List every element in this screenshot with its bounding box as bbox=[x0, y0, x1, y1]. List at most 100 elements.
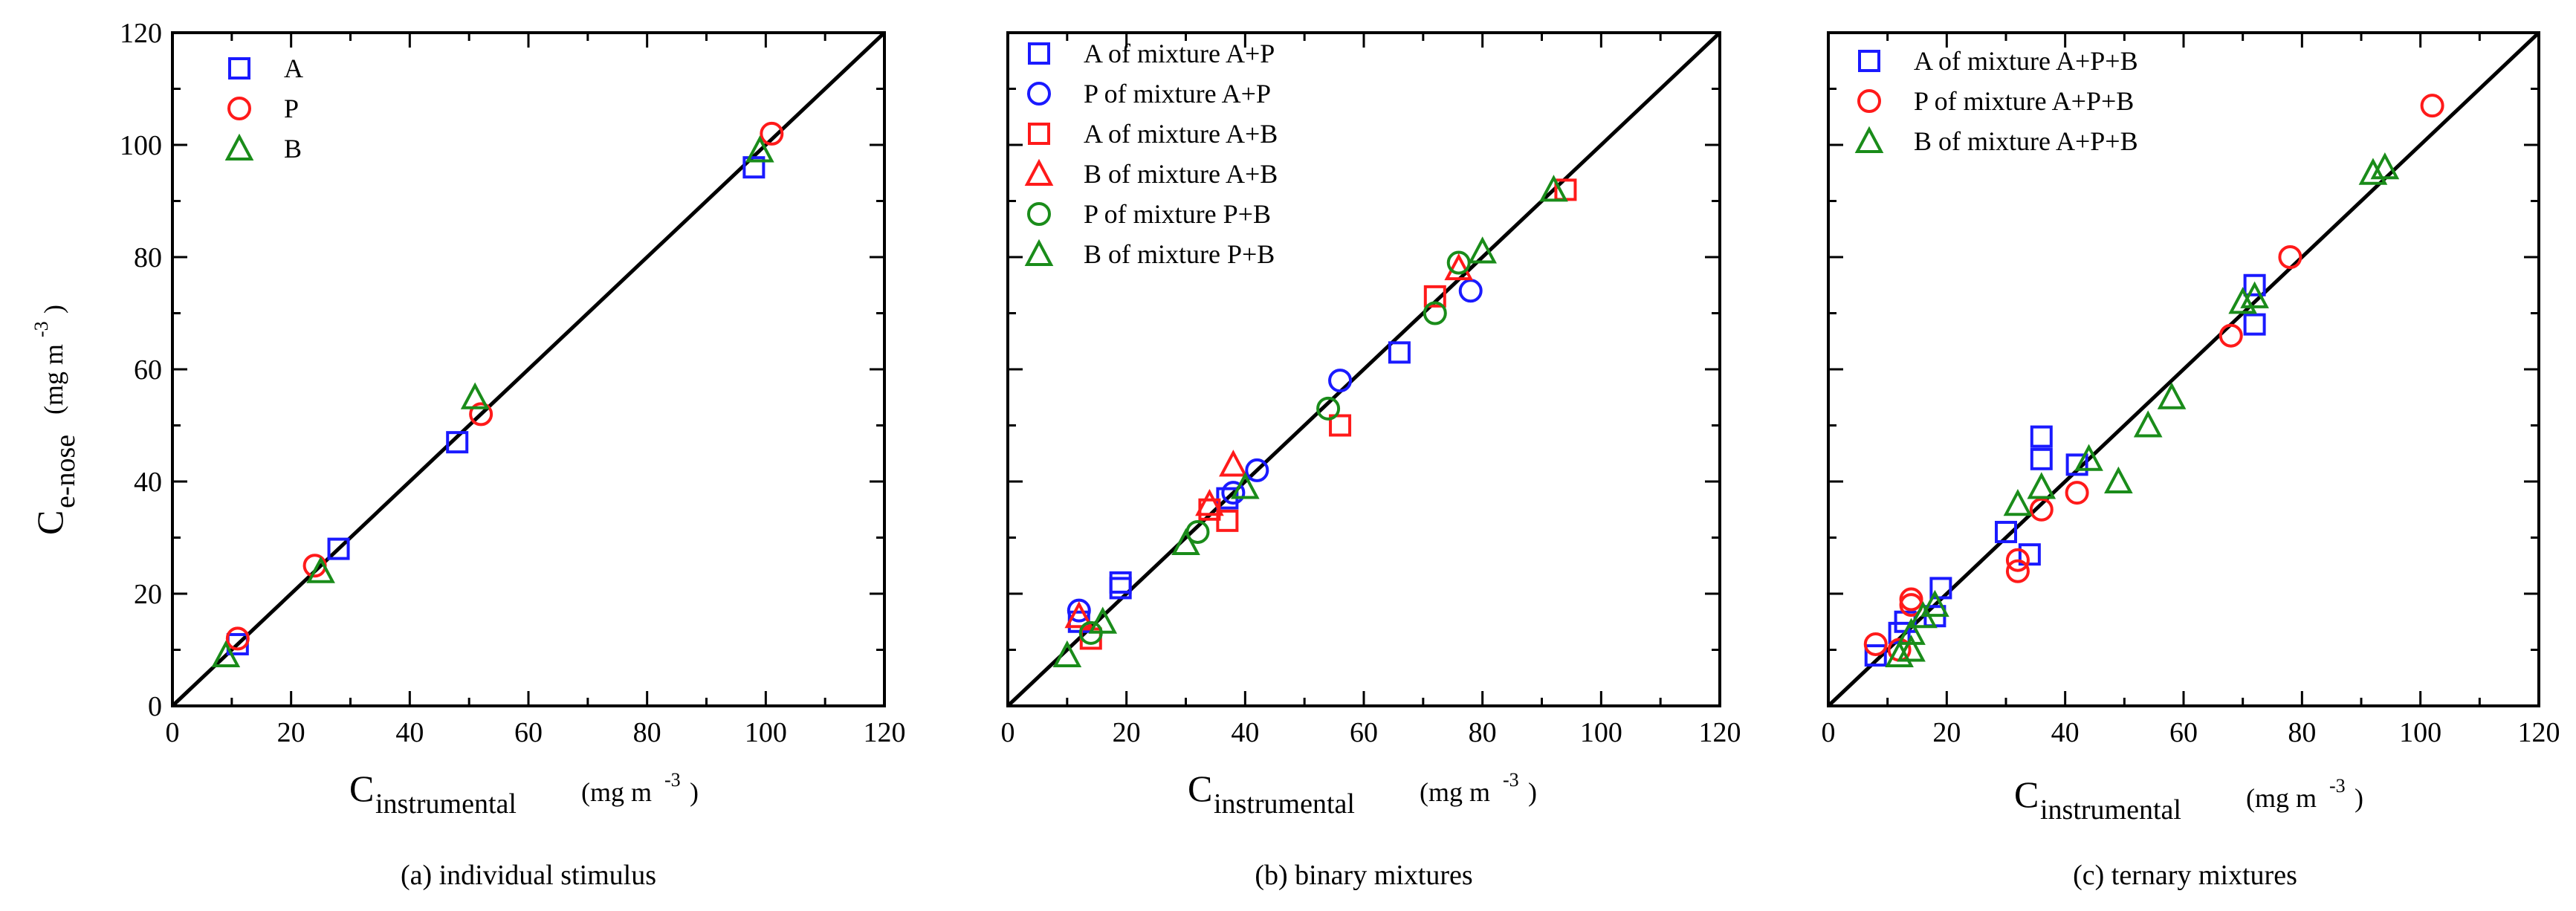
legend-marker bbox=[227, 97, 251, 120]
data-point bbox=[225, 626, 250, 651]
y-axis-label-main: C bbox=[29, 510, 71, 535]
data-point bbox=[1219, 450, 1248, 477]
data-point bbox=[2003, 488, 2033, 516]
x-axis-label-unit: (mg m bbox=[581, 777, 652, 807]
y-tick-label: 40 bbox=[134, 467, 162, 498]
x-axis-label: C instrumental (mg m -3 ) bbox=[1188, 768, 1537, 820]
x-axis-label-close: ) bbox=[1528, 777, 1537, 807]
data-point bbox=[2358, 158, 2388, 185]
legend-marker bbox=[228, 57, 250, 80]
series-2 bbox=[211, 135, 774, 668]
x-tick-label: 60 bbox=[1350, 717, 1378, 748]
series-1 bbox=[1067, 279, 1483, 623]
plot-marks bbox=[1827, 31, 2540, 707]
legend-marker bbox=[1858, 50, 1880, 72]
panel-caption: (b) binary mixtures bbox=[1255, 860, 1472, 891]
legend-label: A of mixture A+P+B bbox=[1914, 46, 2138, 76]
data-point bbox=[2219, 323, 2243, 348]
data-point bbox=[1444, 253, 1474, 281]
data-point bbox=[1920, 589, 1949, 617]
identity-line bbox=[171, 31, 886, 707]
data-point bbox=[2278, 245, 2302, 269]
y-axis-label-unit: (mg m bbox=[39, 344, 68, 415]
identity-line bbox=[1006, 31, 1721, 707]
x-tick-label: 40 bbox=[2051, 717, 2080, 748]
x-tick-label: 60 bbox=[514, 717, 543, 748]
plot-marks bbox=[1006, 31, 1721, 707]
data-point bbox=[2065, 481, 2089, 505]
series-1 bbox=[1863, 94, 2444, 662]
legend-label: A of mixture A+B bbox=[1084, 119, 1278, 149]
y-tick-label: 0 bbox=[148, 691, 162, 722]
legend-marker bbox=[1028, 42, 1050, 65]
data-point bbox=[760, 121, 784, 146]
data-point bbox=[1885, 640, 1914, 668]
x-axis-label-main: C bbox=[349, 768, 374, 809]
data-point bbox=[2243, 313, 2266, 336]
legend-label: B bbox=[284, 134, 302, 163]
data-point bbox=[1231, 472, 1260, 499]
x-axis-label-unit: (mg m bbox=[2246, 783, 2317, 813]
data-point bbox=[742, 156, 766, 179]
series-3 bbox=[1064, 253, 1474, 629]
legend-marker bbox=[1854, 126, 1884, 153]
x-tick-label: 100 bbox=[1580, 717, 1622, 748]
y-axis-label-close: ) bbox=[39, 305, 68, 314]
data-point bbox=[1539, 175, 1568, 202]
x-axis-label-main: C bbox=[2014, 774, 2039, 815]
data-point bbox=[1897, 617, 1926, 645]
x-tick-label: 80 bbox=[2288, 717, 2316, 748]
data-point bbox=[327, 537, 350, 560]
legend-label: A of mixture A+P bbox=[1084, 39, 1275, 68]
x-tick-label: 100 bbox=[745, 717, 787, 748]
x-tick-label: 0 bbox=[166, 717, 180, 748]
legend-marker bbox=[224, 133, 254, 161]
data-point bbox=[1864, 644, 1887, 667]
x-axis-label-close: ) bbox=[2355, 783, 2363, 813]
legend-marker bbox=[1027, 82, 1051, 106]
x-tick-label: 100 bbox=[2399, 717, 2441, 748]
x-axis-label-main: C bbox=[1188, 768, 1212, 809]
data-point bbox=[2243, 273, 2266, 296]
x-tick-label: 80 bbox=[633, 717, 661, 748]
panel-a: APB C instrumental (mg m -3 ) C e-nose (… bbox=[29, 18, 906, 891]
y-axis-label-exp: -3 bbox=[30, 321, 52, 337]
legend-marker bbox=[1857, 89, 1881, 113]
data-point bbox=[2104, 466, 2133, 493]
data-point bbox=[306, 556, 335, 583]
data-point bbox=[2027, 472, 2056, 499]
identity-line bbox=[1827, 31, 2540, 707]
data-point bbox=[1423, 285, 1446, 308]
panel-caption: (a) individual stimulus bbox=[401, 860, 656, 891]
x-tick-label: 40 bbox=[395, 717, 424, 748]
data-point bbox=[2030, 425, 2053, 448]
legend: APB bbox=[224, 54, 303, 163]
x-axis-label-exp: -3 bbox=[2329, 775, 2346, 797]
plot-marks bbox=[171, 31, 886, 707]
axis-ticks: 0 20 40 60 80 100 120 0 20 40 60 80 100 120 bbox=[120, 18, 906, 748]
data-point bbox=[1245, 458, 1269, 482]
panel-b: A of mixture A+P P of mixture A+P A of mix… bbox=[1001, 31, 1741, 891]
data-point bbox=[1216, 509, 1239, 532]
data-point bbox=[2065, 453, 2088, 476]
data-point bbox=[469, 402, 493, 427]
x-tick-label: 120 bbox=[2518, 717, 2560, 748]
data-point bbox=[1109, 577, 1132, 600]
data-point bbox=[2370, 152, 2400, 180]
y-axis-label-sub: e-nose bbox=[50, 435, 81, 508]
y-tick-label: 120 bbox=[120, 18, 162, 49]
x-tick-label: 20 bbox=[277, 717, 305, 748]
data-point bbox=[1221, 481, 1246, 505]
x-axis-label-sub: instrumental bbox=[1214, 788, 1355, 820]
data-point bbox=[2157, 382, 2187, 409]
data-point bbox=[1088, 606, 1118, 634]
data-point bbox=[2420, 94, 2444, 118]
y-tick-label: 60 bbox=[134, 354, 162, 386]
series-1 bbox=[225, 121, 784, 651]
data-point bbox=[460, 382, 490, 409]
legend-marker bbox=[1028, 123, 1050, 145]
data-point bbox=[1329, 414, 1352, 437]
data-point bbox=[1897, 635, 1926, 662]
data-point bbox=[1899, 587, 1923, 612]
